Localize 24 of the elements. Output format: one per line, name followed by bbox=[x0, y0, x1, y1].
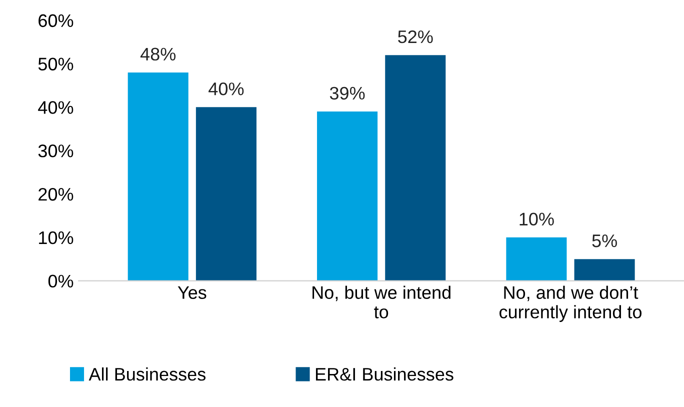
y-tick-label: 10% bbox=[39, 231, 74, 244]
bar bbox=[317, 112, 378, 281]
legend-label: All Businesses bbox=[88, 367, 206, 381]
x-tick-label: No, but we intend to bbox=[312, 286, 450, 318]
y-tick-label: 60% bbox=[38, 14, 74, 28]
bar bbox=[506, 237, 567, 281]
bar bbox=[385, 55, 446, 281]
y-tick-label: 0% bbox=[48, 274, 74, 288]
y-tick-label: 40% bbox=[38, 101, 74, 114]
y-tick-label: 50% bbox=[38, 58, 74, 70]
bar bbox=[574, 259, 635, 281]
data-label: 5% bbox=[592, 234, 617, 248]
data-label: 52% bbox=[398, 30, 433, 44]
bar bbox=[128, 72, 188, 281]
data-label: 40% bbox=[208, 82, 244, 96]
x-tick-label: No, and we don’t currently intend to bbox=[500, 286, 642, 322]
data-label: 39% bbox=[330, 86, 365, 100]
legend-label: ER&I Businesses bbox=[316, 367, 454, 381]
y-tick-label: 30% bbox=[38, 144, 74, 158]
data-label: 10% bbox=[520, 212, 554, 226]
bar bbox=[196, 107, 256, 281]
data-label: 48% bbox=[140, 48, 176, 61]
x-tick-label: Yes bbox=[178, 286, 206, 299]
y-tick-label: 20% bbox=[38, 188, 74, 201]
